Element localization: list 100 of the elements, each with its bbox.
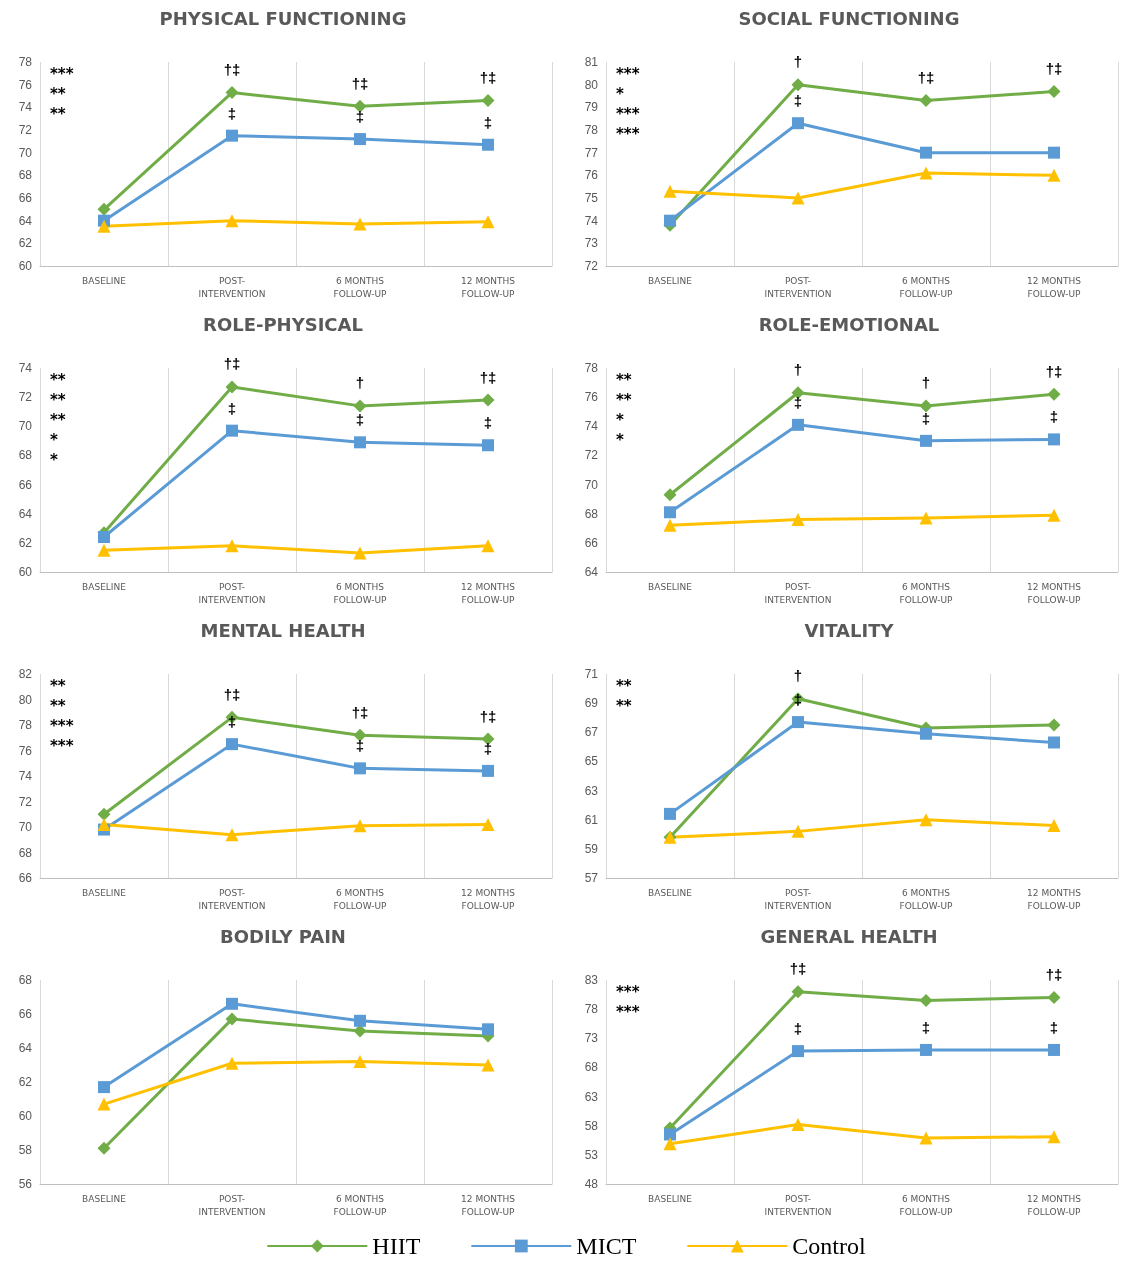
data-label: †‡ <box>917 69 935 87</box>
y-tick-label: 76 <box>18 743 33 758</box>
data-label: ‡ <box>483 113 493 131</box>
y-tick-label: 74 <box>18 769 33 783</box>
y-tick-label: 62 <box>18 1075 33 1089</box>
y-tick-label: 78 <box>18 55 33 69</box>
x-tick-label: 6 MONTHS FOLLOW-UP <box>899 1193 953 1217</box>
data-label: ‡ <box>483 739 493 757</box>
data-label: †‡ <box>1045 59 1063 77</box>
y-tick-label: 61 <box>584 812 599 827</box>
x-tick-label: 6 MONTHS FOLLOW-UP <box>899 275 953 299</box>
chart-title: PHYSICAL FUNCTIONING <box>159 7 407 29</box>
data-label: ‡ <box>793 1020 803 1038</box>
point <box>664 807 676 820</box>
point <box>354 762 366 775</box>
y-tick-label: 66 <box>18 191 33 205</box>
y-tick-label: 78 <box>584 1002 599 1017</box>
x-tick-label: POST- INTERVENTION <box>764 887 832 911</box>
x-tick-label: BASELINE <box>648 1193 693 1204</box>
data-label: ‡ <box>227 104 237 122</box>
point <box>792 117 804 130</box>
data-label: † <box>921 374 931 392</box>
point <box>353 1024 367 1038</box>
point <box>1048 146 1060 159</box>
y-tick-label: 73 <box>584 1031 599 1046</box>
annotation: * <box>50 430 58 449</box>
x-tick-label: POST- INTERVENTION <box>764 1193 832 1217</box>
point <box>919 94 933 108</box>
x-tick-label: 6 MONTHS FOLLOW-UP <box>333 581 387 605</box>
y-tick-label: 70 <box>584 477 599 492</box>
annotation: *** <box>616 124 640 143</box>
y-tick-label: 56 <box>18 1177 33 1191</box>
data-label: †‡ <box>351 703 369 721</box>
point <box>97 1141 111 1155</box>
point <box>482 439 494 452</box>
x-tick-label: 6 MONTHS FOLLOW-UP <box>333 275 387 299</box>
data-label: ‡ <box>793 691 803 709</box>
annotation: ** <box>616 390 632 409</box>
x-tick-label: 6 MONTHS FOLLOW-UP <box>333 887 387 911</box>
point <box>1048 1043 1060 1056</box>
point <box>919 511 933 525</box>
point <box>663 488 677 502</box>
y-tick-label: 69 <box>584 696 599 711</box>
y-tick-label: 74 <box>584 213 599 228</box>
point <box>225 1056 239 1070</box>
point <box>98 531 110 544</box>
point <box>97 807 111 821</box>
point <box>481 539 495 553</box>
y-tick-label: 78 <box>584 123 599 137</box>
y-tick-label: 71 <box>584 667 599 681</box>
annotation: ** <box>50 84 66 103</box>
point <box>664 214 676 227</box>
data-label: ‡ <box>355 737 365 755</box>
x-tick-label: 6 MONTHS FOLLOW-UP <box>899 581 953 605</box>
annotation: *** <box>616 1002 640 1021</box>
point <box>482 1023 494 1036</box>
data-label: ‡ <box>1049 1018 1059 1036</box>
chart-title: SOCIAL FUNCTIONING <box>738 7 960 29</box>
data-label: †‡ <box>223 355 241 373</box>
x-tick-label: POST- INTERVENTION <box>198 275 266 299</box>
point <box>919 399 933 413</box>
point <box>353 819 367 833</box>
x-tick-label: 6 MONTHS FOLLOW-UP <box>899 887 953 911</box>
y-tick-label: 66 <box>18 1007 33 1021</box>
y-tick-label: 73 <box>584 236 599 251</box>
point <box>1047 168 1061 182</box>
point <box>791 824 805 838</box>
point <box>226 997 238 1010</box>
x-tick-label: BASELINE <box>648 887 693 898</box>
data-label: ‡ <box>1049 408 1059 426</box>
annotation: ** <box>50 676 66 695</box>
data-label: † <box>793 667 803 685</box>
chart-title: VITALITY <box>804 619 895 641</box>
point <box>791 985 805 999</box>
y-tick-label: 76 <box>584 168 599 183</box>
y-tick-label: 64 <box>584 565 599 579</box>
point <box>792 418 804 431</box>
y-tick-label: 59 <box>584 841 599 856</box>
x-tick-label: 12 MONTHS FOLLOW-UP <box>1027 887 1082 911</box>
y-tick-label: 68 <box>18 168 33 183</box>
data-label: †‡ <box>479 69 497 87</box>
point <box>1047 387 1061 401</box>
point <box>791 191 805 205</box>
data-label: † <box>355 374 365 392</box>
point <box>791 78 805 92</box>
y-tick-label: 83 <box>584 973 599 987</box>
point <box>98 1081 110 1094</box>
x-tick-label: POST- INTERVENTION <box>198 581 266 605</box>
annotation: ** <box>616 370 632 389</box>
point <box>919 166 933 180</box>
legend-label: Control <box>792 1233 866 1259</box>
point <box>481 393 495 407</box>
y-tick-label: 53 <box>584 1147 599 1162</box>
annotation: * <box>616 84 624 103</box>
point <box>482 138 494 151</box>
point <box>97 543 111 557</box>
annotation: *** <box>50 64 74 83</box>
annotation: ** <box>50 410 66 429</box>
y-tick-label: 48 <box>584 1177 599 1191</box>
point <box>225 828 239 842</box>
